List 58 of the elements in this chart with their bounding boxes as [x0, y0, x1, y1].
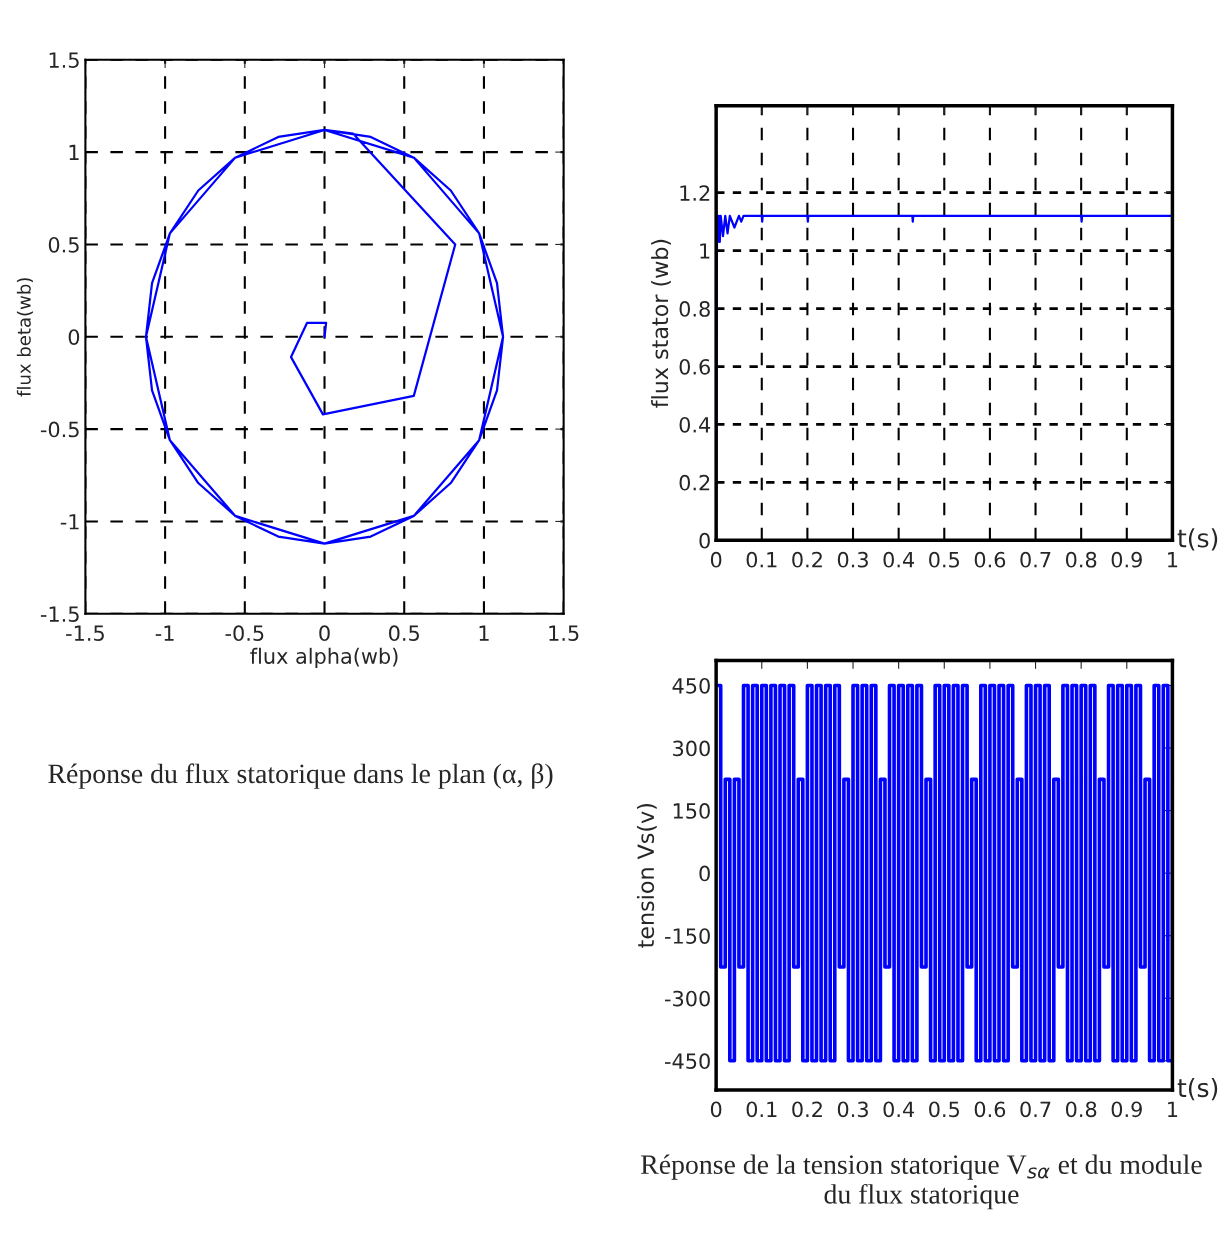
y-axis-title: tension Vs(v) — [636, 804, 657, 948]
x-tick-label: 1 — [1168, 552, 1178, 568]
x-tick-label: 0 — [710, 1101, 722, 1118]
y-tick-label: -1 — [60, 514, 79, 530]
x-tick-label: 0.8 — [1065, 1101, 1097, 1118]
y-tick-label: 1.5 — [49, 52, 79, 68]
x-tick-label: 0.7 — [1020, 551, 1051, 568]
x-axis-title: flux alpha(wb) — [250, 647, 398, 668]
y-tick-label: -1.5 — [40, 606, 79, 622]
y-tick-label: 450 — [672, 677, 710, 694]
x-tick-label: 0.1 — [746, 551, 777, 568]
y-tick-label: 0 — [699, 865, 710, 882]
y-tick-label: 0.6 — [679, 358, 710, 375]
x-tick-label: 0.5 — [929, 1101, 960, 1118]
y-tick-label: 0.8 — [679, 301, 710, 317]
text: Réponse de la tension statorique V$_{sα}$ et du module du flux statorique — [641, 1154, 1202, 1210]
x-tick-label: 0 — [710, 551, 722, 568]
x-tick-label: 0.2 — [792, 551, 822, 568]
x-tick-label: 0.4 — [883, 551, 915, 568]
y-tick-label: 300 — [673, 740, 710, 757]
text: Réponse du flux statorique dans le plan (α, β) — [48, 763, 553, 789]
x-tick-label: 0.7 — [1020, 1101, 1051, 1118]
y-tick-label: -300 — [665, 990, 710, 1007]
y-tick-label: 0 — [699, 532, 710, 549]
y-tick-label: 0.5 — [48, 236, 79, 253]
y-axis-title: flux stator (wb) — [651, 239, 671, 408]
line-series — [144, 128, 505, 545]
x-tick-label: 0.5 — [389, 625, 419, 642]
x-tick-label: 0.3 — [837, 551, 868, 568]
y-tick-label: 1 — [69, 144, 79, 161]
x-tick-label: 0.8 — [1065, 551, 1097, 568]
y-tick-label: 1.2 — [680, 185, 710, 201]
x-tick-label: -1 — [155, 625, 174, 641]
y-tick-label: -450 — [665, 1053, 710, 1070]
y-tick-label: 0.4 — [679, 416, 711, 433]
x-tick-label: 0.9 — [1111, 1101, 1142, 1118]
x-tick-label: 0.3 — [837, 1101, 868, 1118]
x-tick-label: 0.1 — [746, 1101, 777, 1118]
x-tick-label: 0.9 — [1111, 551, 1142, 568]
x-axis-title: t(s) — [1177, 528, 1218, 551]
x-tick-label: 0.6 — [974, 551, 1006, 568]
y-tick-label: -150 — [665, 928, 710, 944]
y-tick-label: 1 — [700, 243, 710, 259]
y-tick-label: 150 — [673, 803, 710, 819]
x-axis-title: t(s) — [1177, 1077, 1218, 1101]
x-tick-label: 0.6 — [974, 1101, 1006, 1118]
y-axis-title: flux beta(wb) — [16, 278, 33, 397]
x-tick-label: 0 — [319, 625, 330, 642]
y-tick-label: 0.2 — [679, 474, 710, 491]
x-tick-label: 1.5 — [549, 625, 579, 642]
y-tick-label: 0 — [68, 329, 80, 345]
x-tick-label: -0.5 — [225, 625, 264, 642]
x-tick-label: 1 — [1168, 1101, 1178, 1117]
x-tick-label: 0.4 — [883, 1101, 915, 1118]
x-tick-label: 0.5 — [929, 551, 960, 568]
x-tick-label: 1 — [479, 625, 489, 641]
y-tick-label: -0.5 — [40, 421, 79, 438]
x-tick-label: 0.2 — [792, 1101, 822, 1118]
